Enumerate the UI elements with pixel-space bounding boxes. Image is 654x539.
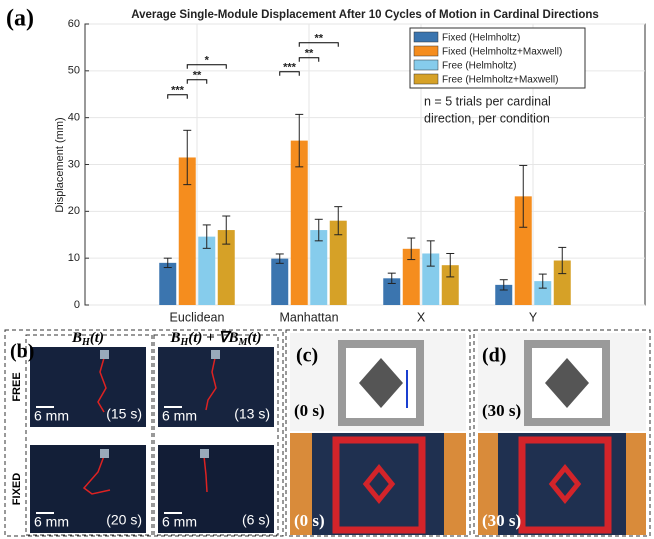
significance-label: ** (193, 70, 202, 82)
panel-label: (d) (482, 345, 506, 367)
time: (0 s) (294, 511, 325, 530)
module (100, 449, 109, 458)
significance-label: *** (283, 62, 297, 74)
time-label: (20 s) (106, 512, 142, 528)
legend-swatch (414, 32, 438, 42)
module (200, 449, 209, 458)
scale-label: 6 mm (162, 408, 197, 424)
x-tick-label: Y (529, 310, 538, 324)
time-label: (15 s) (106, 406, 142, 422)
time: (30 s) (482, 511, 521, 530)
y-tick-label: 10 (68, 252, 80, 264)
y-tick-label: 30 (68, 158, 80, 170)
legend-label: Free (Helmholtz+Maxwell) (442, 75, 558, 86)
y-tick-label: 20 (68, 205, 80, 217)
legend-label: Fixed (Helmholtz+Maxwell) (442, 47, 562, 58)
photo (626, 433, 646, 535)
legend-swatch (414, 46, 438, 56)
header-part: B (169, 330, 180, 346)
module (211, 350, 220, 359)
header-part: B (71, 330, 82, 346)
column-header: BH(t) + ∇BM(t) (169, 330, 261, 348)
x-tick-label: Manhattan (279, 310, 338, 324)
y-axis-label: Displacement (mm) (54, 117, 66, 212)
legend-swatch (414, 60, 438, 70)
y-tick-label: 0 (74, 299, 80, 311)
panel-label: (a) (6, 6, 34, 32)
panel-d: (d) (30 s) (30 s) (474, 330, 650, 536)
chart-title: Average Single-Module Displacement After… (131, 9, 599, 21)
figure: (a) Average Single-Module Displacement A… (0, 0, 654, 539)
y-tick-label: 60 (68, 18, 80, 30)
significance-label: ** (305, 48, 314, 60)
significance-label: ** (314, 33, 323, 45)
time: (0 s) (294, 401, 325, 420)
y-tick-label: 40 (68, 112, 80, 124)
significance-label: * (205, 55, 210, 67)
photo (444, 433, 466, 535)
header-part: (t) (247, 330, 261, 346)
scale-label: 6 mm (34, 514, 69, 530)
note: n = 5 trials per cardinal (424, 94, 551, 108)
time-label: (6 s) (242, 512, 270, 528)
panel-b: (b) (5, 330, 283, 536)
y-tick-label: 50 (68, 65, 80, 77)
legend-label: Free (Helmholtz) (442, 61, 516, 72)
legend-swatch (414, 74, 438, 84)
row-label: FIXED (11, 473, 23, 505)
module (100, 350, 109, 359)
header-part: (t) (90, 330, 104, 346)
note: direction, per condition (424, 111, 550, 125)
header-part: (t) + ∇B (188, 330, 238, 346)
x-tick-label: X (417, 310, 426, 324)
scale-label: 6 mm (162, 514, 197, 530)
scale-label: 6 mm (34, 408, 69, 424)
legend-label: Fixed (Helmholtz) (442, 33, 520, 44)
time-label: (13 s) (234, 406, 270, 422)
panel-label: (c) (296, 345, 318, 367)
panel-label: (b) (10, 341, 34, 363)
column-header: BH(t) (71, 330, 104, 348)
significance-label: *** (171, 85, 185, 97)
bar (159, 263, 176, 305)
bar (271, 259, 288, 305)
x-tick-label: Euclidean (170, 310, 225, 324)
panel-c: (c) (0 s) (0 s) (286, 330, 470, 536)
time: (30 s) (482, 401, 521, 420)
row-label: FREE (11, 372, 23, 401)
